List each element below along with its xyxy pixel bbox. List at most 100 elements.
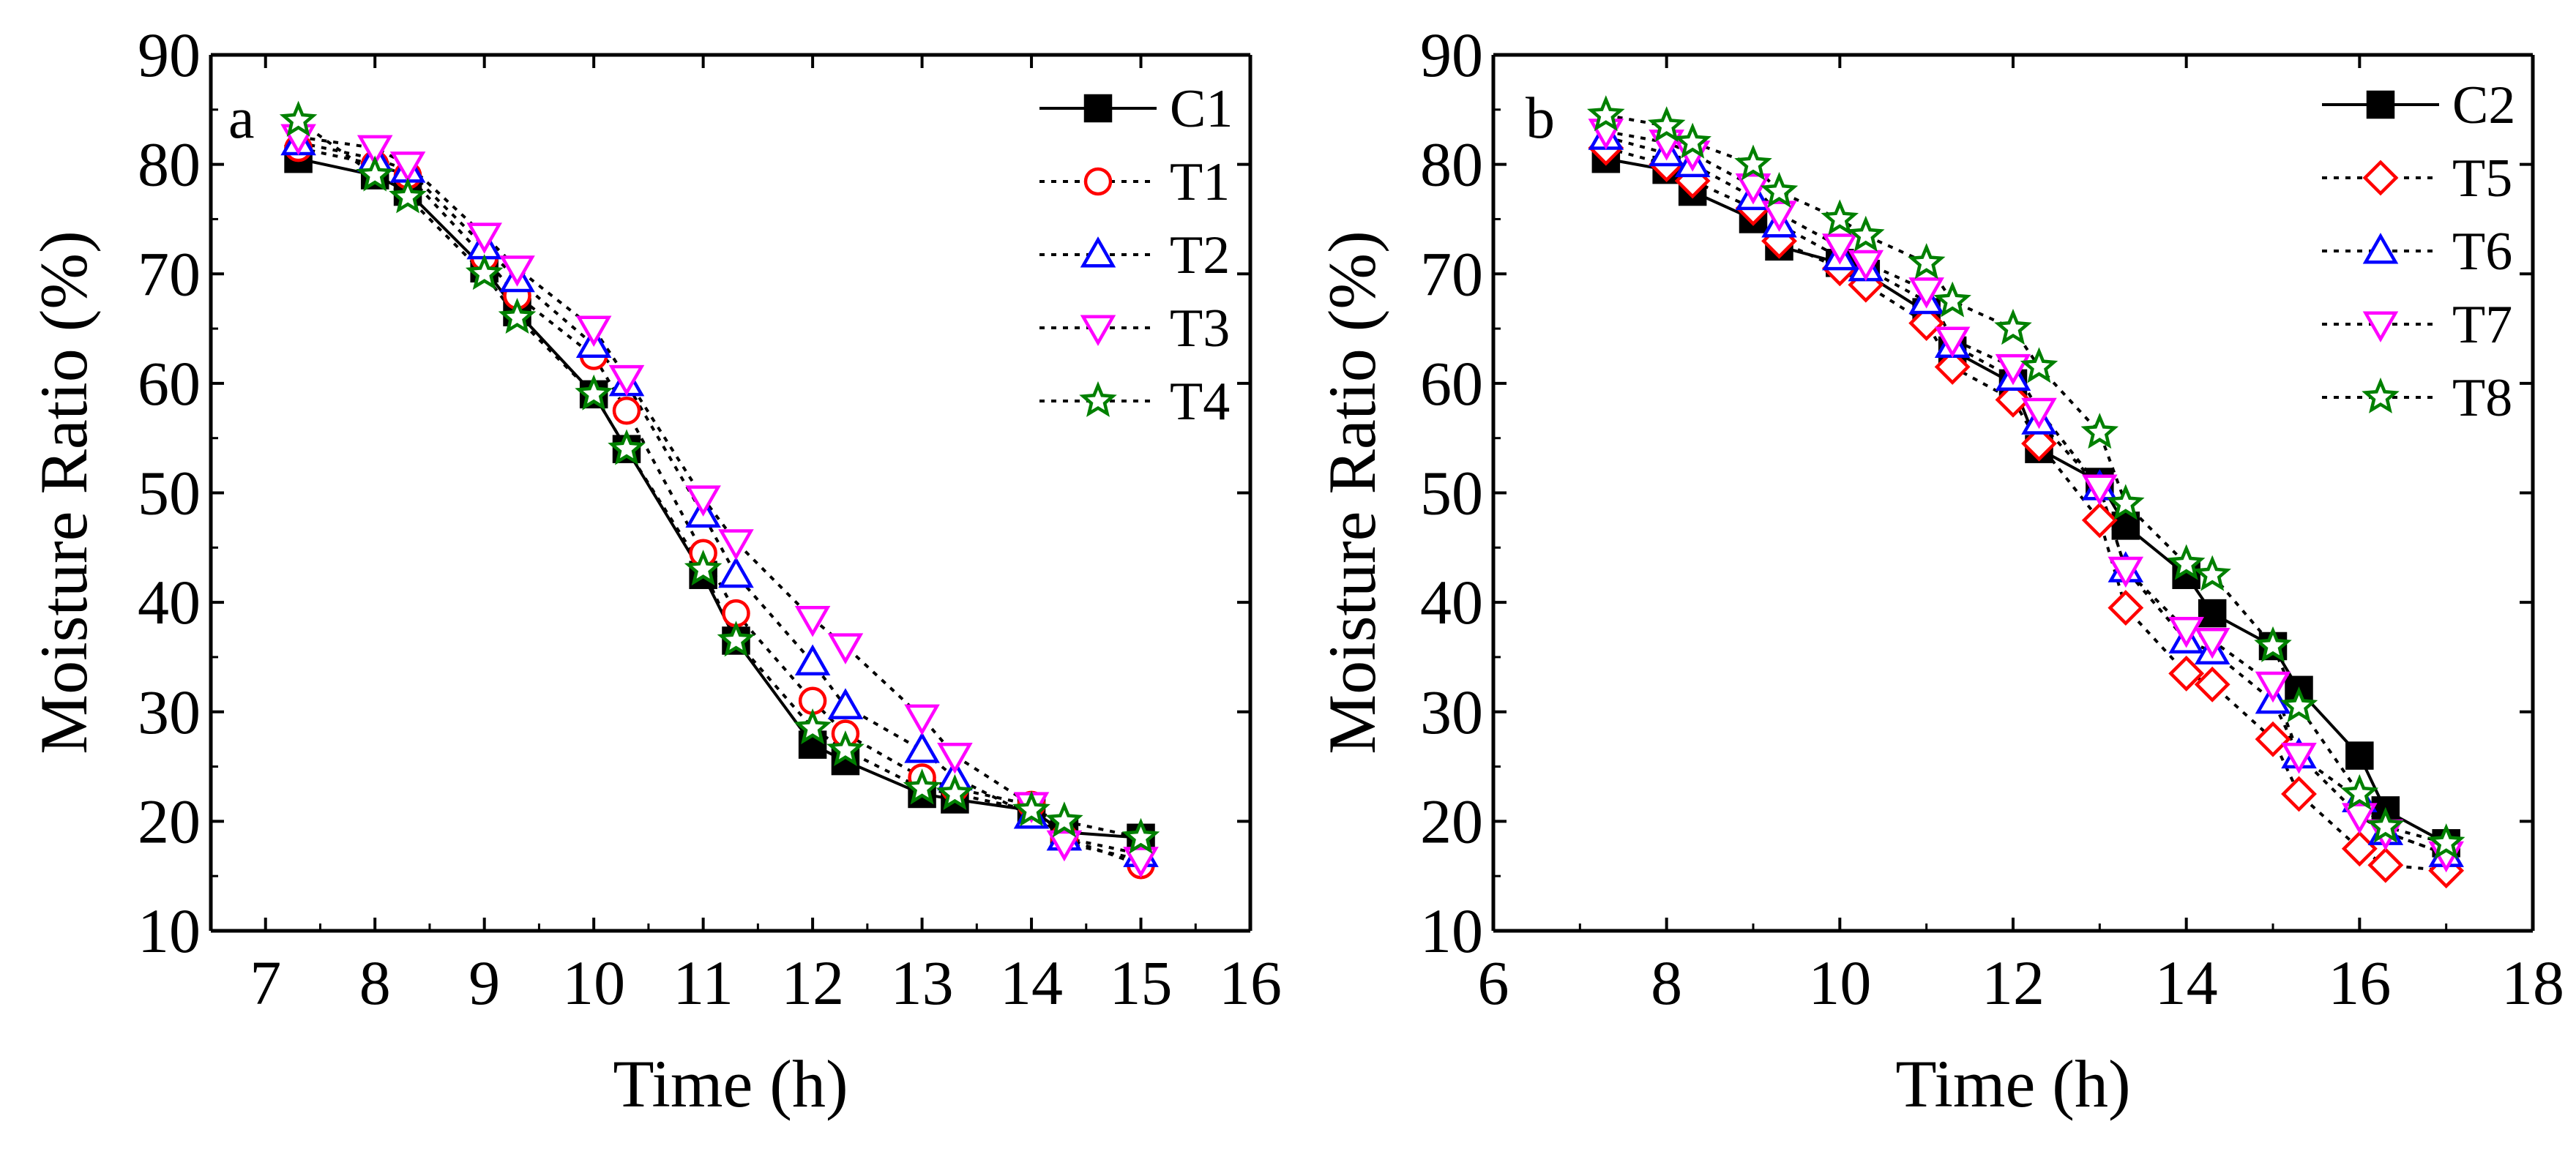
chart-b-legend-item-T7: T7 <box>2322 295 2512 355</box>
chart-a-xtick-label-14: 14 <box>1000 948 1063 1018</box>
chart-a-xtick-label-8: 8 <box>359 948 391 1018</box>
chart-a-T3-point-2 <box>389 151 426 183</box>
chart-b-xtick-label-12: 12 <box>1982 948 2045 1018</box>
chart-panel-b-plot <box>1586 95 2465 889</box>
chart-b-C2-point-14 <box>2198 599 2227 628</box>
chart-b-T7-point-13 <box>2168 616 2204 648</box>
chart-b-ytick-label-70: 70 <box>1420 239 1483 309</box>
chart-b-legend-marker-T8 <box>2362 377 2400 413</box>
chart-panel-a-legend: C1 T1 T2 T3 T4 <box>1039 79 1233 432</box>
chart-a-T3-point-10 <box>827 633 864 664</box>
chart-a-legend-marker-T3 <box>1080 315 1116 346</box>
chart-b-xtick-label-14: 14 <box>2155 948 2218 1018</box>
chart-panel-b-legend: C2 T5 T6 T7 T8 <box>2322 75 2515 428</box>
chart-a-T3-point-7 <box>685 485 721 517</box>
chart-a-T3-point-6 <box>608 364 645 397</box>
chart-a-T3-point-1 <box>356 135 393 167</box>
chart-b-T8-point-16 <box>2280 686 2318 723</box>
chart-a-T4-point-11 <box>903 768 941 805</box>
chart-b-T7-point-9 <box>1995 353 2031 386</box>
chart-a-series-T4-markers <box>279 100 1160 854</box>
chart-a-T2-point-8 <box>718 556 754 588</box>
chart-a-xtick-label-9: 9 <box>468 948 500 1018</box>
chart-b-T5-point-12 <box>2108 590 2144 626</box>
chart-a-T4-point-4 <box>498 298 537 334</box>
chart-panel-a-letter: a <box>228 86 255 151</box>
chart-b-ytick-label-60: 60 <box>1420 348 1483 419</box>
chart-b-T7-point-3 <box>1735 173 1772 205</box>
chart-panel-a-axes: 10 20 30 40 50 60 70 80 90 7 8 9 10 11 12 13 14 15 16 <box>138 20 1282 1018</box>
chart-b-T8-point-6 <box>1847 215 1885 252</box>
chart-a-T4-point-2 <box>389 177 427 214</box>
chart-a-xtick-label-13: 13 <box>891 948 954 1018</box>
chart-a-T4-point-10 <box>826 730 865 767</box>
chart-a-T3-point-4 <box>499 255 535 287</box>
chart-b-legend-marker-C2 <box>2366 90 2395 119</box>
chart-b-legend-marker-T5 <box>2362 160 2399 196</box>
chart-b-legend-label-T5: T5 <box>2452 149 2512 209</box>
chart-b-T8-point-15 <box>2254 626 2292 662</box>
chart-a-legend-label-T4: T4 <box>1170 372 1230 432</box>
chart-b-ytick-label-20: 20 <box>1420 786 1483 856</box>
chart-a-legend-marker-T1 <box>1083 167 1113 196</box>
chart-a-legend-item-T3: T3 <box>1039 299 1230 359</box>
chart-b-T8-point-5 <box>1821 199 1859 236</box>
chart-b-legend-item-T8: T8 <box>2322 368 2512 428</box>
chart-a-T4-point-0 <box>279 100 318 137</box>
chart-a-ytick-label-40: 40 <box>138 567 201 637</box>
chart-b-T7-point-7 <box>1908 277 1944 309</box>
chart-b-T8-point-19 <box>2427 823 2465 860</box>
chart-b-xtick-label-16: 16 <box>2328 948 2391 1018</box>
chart-b-ytick-label-40: 40 <box>1420 567 1483 637</box>
chart-b-T5-point-11 <box>2081 502 2118 539</box>
chart-b-T7-point-12 <box>2108 556 2144 588</box>
chart-panel-a: 10 20 30 40 50 60 70 80 90 7 8 9 10 11 12 13 14 15 16 a Ti… <box>26 20 1282 1121</box>
chart-a-T3-point-8 <box>718 529 754 561</box>
chart-a-xtick-label-7: 7 <box>250 948 281 1018</box>
chart-b-T5-point-9 <box>1995 381 2031 418</box>
chart-b-T8-point-17 <box>2340 773 2379 810</box>
chart-b-C2-point-17 <box>2345 741 2374 770</box>
chart-a-series-T3-line <box>298 135 1141 861</box>
chart-a-legend-item-T2: T2 <box>1039 225 1230 285</box>
chart-b-T5-point-18 <box>2367 847 2404 883</box>
chart-panel-a-xlabel: Time (h) <box>613 1046 848 1121</box>
chart-a-xtick-label-11: 11 <box>673 948 733 1018</box>
chart-b-legend-item-T6: T6 <box>2322 222 2512 282</box>
chart-a-legend-label-T1: T1 <box>1170 152 1230 212</box>
chart-a-T3-point-5 <box>575 315 612 347</box>
chart-b-T7-point-16 <box>2281 743 2317 774</box>
chart-a-legend-label-T3: T3 <box>1170 299 1230 359</box>
chart-b-T7-point-8 <box>1934 326 1971 358</box>
chart-a-T4-point-13 <box>1012 790 1050 827</box>
chart-b-ytick-label-30: 30 <box>1420 677 1483 747</box>
chart-b-legend-marker-T7 <box>2362 311 2399 342</box>
chart-b-T8-point-7 <box>1907 243 1946 280</box>
chart-a-T4-point-5 <box>575 374 613 411</box>
chart-a-ytick-label-50: 50 <box>138 458 201 528</box>
chart-a-T3-point-3 <box>466 222 502 254</box>
chart-a-ytick-label-80: 80 <box>138 130 201 200</box>
chart-a-T3-point-11 <box>904 704 940 736</box>
chart-panel-b-xlabel: Time (h) <box>1895 1046 2130 1121</box>
chart-a-T1-point-6 <box>612 397 641 425</box>
chart-b-legend-label-T8: T8 <box>2452 368 2512 428</box>
chart-b-T8-point-18 <box>2367 806 2405 843</box>
chart-a-legend-item-T4: T4 <box>1039 372 1230 432</box>
chart-b-legend-item-T5: T5 <box>2322 149 2512 209</box>
chart-b-legend-marker-T6 <box>2362 233 2399 264</box>
chart-a-legend-marker-T4 <box>1079 381 1117 417</box>
chart-b-T8-point-10 <box>2020 347 2058 383</box>
chart-a-legend-item-C1: C1 <box>1039 79 1233 139</box>
chart-a-ytick-label-70: 70 <box>138 239 201 309</box>
chart-a-ytick-label-10: 10 <box>138 896 201 966</box>
chart-panel-b-axes: 10 20 30 40 50 60 70 80 90 6 8 10 12 14 16 18 <box>1420 20 2564 1018</box>
chart-a-T3-point-9 <box>794 606 831 637</box>
chart-a-series-T1-line <box>298 146 1142 867</box>
chart-b-T8-point-12 <box>2107 484 2145 520</box>
chart-a-T2-point-10 <box>827 688 864 719</box>
chart-a-ytick-label-20: 20 <box>138 786 201 856</box>
chart-b-T5-point-15 <box>2255 721 2291 757</box>
chart-panel-b-ylabel: Moisture Ratio (%) <box>1315 231 1389 754</box>
chart-a-T4-point-8 <box>717 621 755 657</box>
